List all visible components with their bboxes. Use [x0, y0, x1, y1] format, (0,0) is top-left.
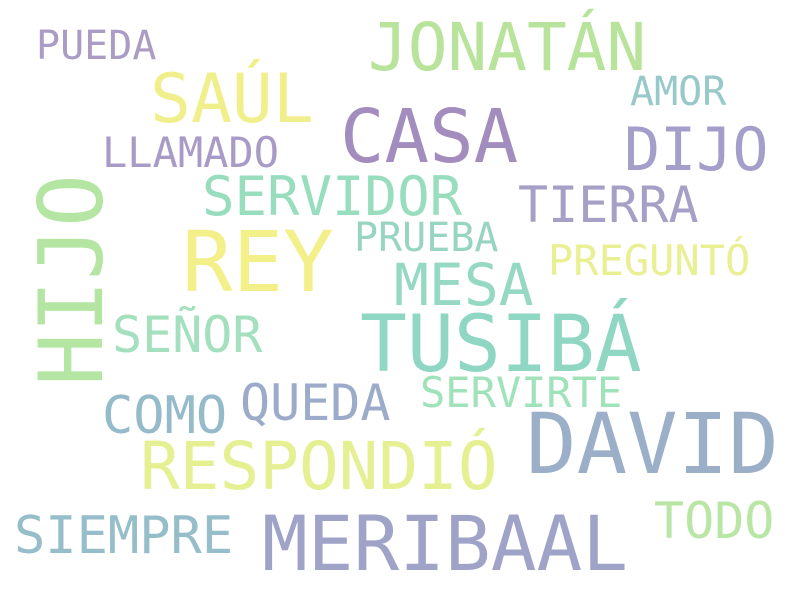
- word-senor: SEÑOR: [112, 306, 263, 364]
- word-prueba: PRUEBA: [354, 215, 499, 261]
- word-amor: AMOR: [630, 69, 727, 115]
- word-tusiba: TUSIBÁ: [360, 300, 642, 390]
- word-servidor: SERVIDOR: [202, 165, 463, 228]
- word-todo: TODO: [654, 492, 775, 550]
- word-dijo: DIJO: [624, 115, 769, 185]
- word-respondio: RESPONDIÓ: [140, 428, 498, 505]
- word-pueda: PUEDA: [36, 23, 157, 69]
- word-servirte: SERVIRTE: [420, 368, 623, 417]
- word-hijo: HIJO: [20, 174, 123, 386]
- word-david: DAVID: [526, 395, 779, 493]
- word-mesa: MESA: [394, 251, 534, 319]
- word-casa: CASA: [340, 94, 519, 180]
- word-saul: SAÚL: [150, 60, 314, 139]
- word-pregunto: PREGUNTÓ: [548, 236, 751, 285]
- word-siempre: SIEMPRE: [14, 506, 234, 566]
- word-como: COMO: [102, 386, 228, 446]
- word-tierra: TIERRA: [518, 176, 699, 234]
- word-llamado: LLAMADO: [102, 128, 280, 177]
- word-meribaal: MERIBAAL: [262, 499, 629, 588]
- word-jonatan: JONATÁN: [368, 9, 647, 86]
- word-queda: QUEDA: [240, 374, 391, 432]
- word-rey: REY: [182, 213, 334, 311]
